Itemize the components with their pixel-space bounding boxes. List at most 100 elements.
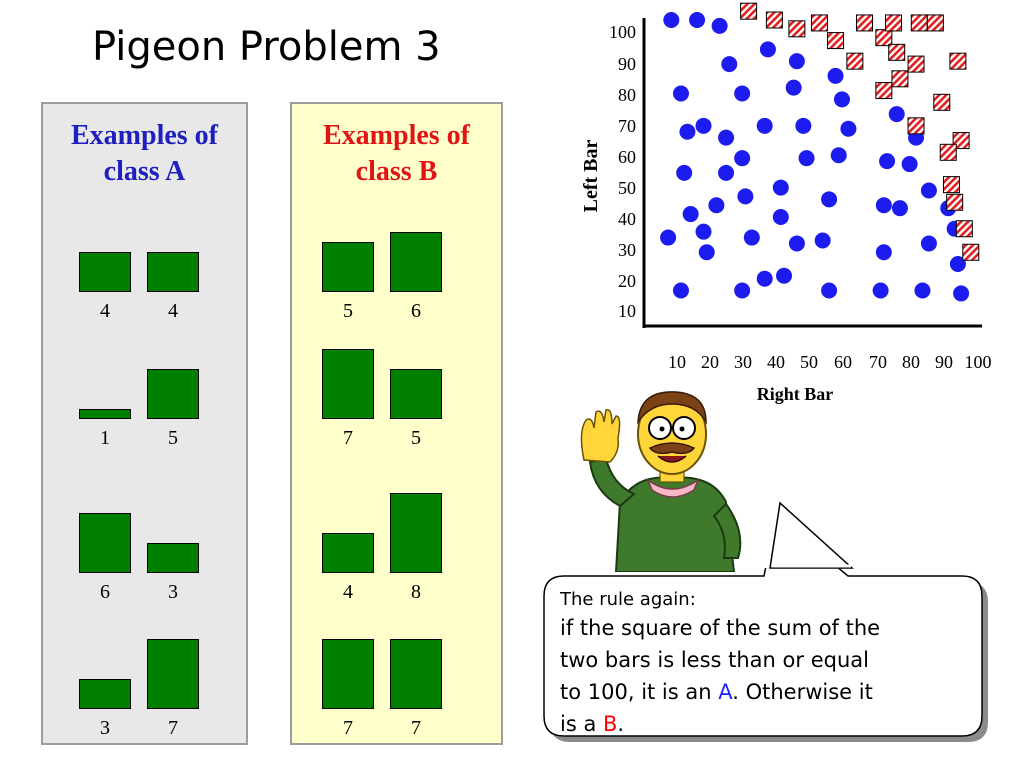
class_b-example-1-right-bar — [390, 232, 442, 292]
y-axis-label: Left Bar — [580, 140, 602, 213]
class-a-point — [920, 182, 937, 199]
class-b-point — [888, 43, 906, 61]
class-a-point — [953, 285, 970, 302]
class-a-point — [795, 117, 812, 134]
class-a-point — [759, 41, 776, 58]
class-a-title-line2: class A — [103, 156, 186, 187]
callout-line-5-post: . — [617, 712, 625, 736]
class-b-point — [946, 193, 964, 211]
class-a-point — [920, 235, 937, 252]
class_a-example-4-left-label: 3 — [100, 717, 110, 739]
class-a-point — [695, 117, 712, 134]
class-b-point — [933, 93, 951, 111]
y-tick-label: 40 — [618, 209, 636, 229]
y-tick-label: 100 — [609, 22, 636, 42]
class_b-example-3-left-bar — [322, 533, 374, 573]
y-tick-label: 30 — [618, 240, 636, 260]
y-tick-label: 80 — [618, 85, 636, 105]
class_a-example-3-right-label: 3 — [168, 581, 178, 603]
rule-callout: The rule again: if the square of the sum… — [560, 588, 990, 740]
class_a-example-3-left-bar — [79, 513, 131, 573]
class-a-point — [682, 206, 699, 223]
class-b-point — [765, 11, 783, 29]
x-tick-label: 40 — [767, 352, 785, 372]
class-a-point — [891, 200, 908, 217]
y-tick-label: 10 — [618, 301, 636, 321]
class-b-point — [955, 220, 973, 238]
class_b-example-2-left-bar — [322, 349, 374, 419]
class-a-point — [827, 67, 844, 84]
class-a-point — [679, 123, 696, 140]
class-b-point — [907, 55, 925, 73]
class_a-example-3-left-label: 6 — [100, 581, 110, 603]
x-tick-label: 50 — [800, 352, 818, 372]
class-b-point — [952, 132, 970, 150]
class-a-point — [798, 150, 815, 167]
class-b-point — [740, 2, 758, 20]
class_a-example-2-right-bar — [147, 369, 199, 419]
y-tick-label: 50 — [618, 178, 636, 198]
class_b-example-1-left-label: 5 — [343, 300, 353, 322]
class-a-point — [672, 282, 689, 299]
class-a-point — [914, 282, 931, 299]
class-a-point — [814, 232, 831, 249]
class-b-point — [875, 82, 893, 100]
class-a-point — [833, 91, 850, 108]
y-tick-label: 60 — [618, 147, 636, 167]
class_a-example-2-right-label: 5 — [168, 427, 178, 449]
class_b-example-1-left-bar — [322, 242, 374, 292]
class-a-point — [711, 17, 728, 34]
speech-bubble — [543, 568, 988, 742]
class-a-point — [734, 150, 751, 167]
class-b-point — [810, 14, 828, 32]
class-b-point — [788, 20, 806, 38]
class_a-example-3-right-bar — [147, 543, 199, 573]
class_b-example-3-right-bar — [390, 493, 442, 573]
class-b-title-line2: class B — [355, 156, 438, 187]
class_b-example-4-left-bar — [322, 639, 374, 709]
x-tick-label: 30 — [734, 352, 752, 372]
class-a-point — [718, 129, 735, 146]
x-tick-label: 90 — [935, 352, 953, 372]
class-a-point — [660, 229, 677, 246]
class-a-point — [788, 53, 805, 70]
x-tick-label: 60 — [834, 352, 852, 372]
class-b-point — [962, 243, 980, 261]
class-b-point — [846, 52, 864, 70]
class-a-point — [830, 147, 847, 164]
class-a-point — [695, 223, 712, 240]
class_a-example-2-left-label: 1 — [100, 427, 110, 449]
class-a-point — [721, 56, 738, 73]
callout-line-3: two bars is less than or equal — [560, 648, 869, 672]
callout-line-4-post: . Otherwise it — [732, 680, 873, 704]
class-a-point — [879, 153, 896, 170]
y-tick-label: 70 — [618, 116, 636, 136]
class-a-point — [772, 208, 789, 225]
y-tick-label: 90 — [618, 54, 636, 74]
x-axis-label: Right Bar — [757, 384, 834, 404]
class-b-point — [926, 14, 944, 32]
class-a-point — [872, 282, 889, 299]
x-tick-label: 10 — [668, 352, 686, 372]
class-b-point — [942, 176, 960, 194]
class_b-example-4-right-bar — [390, 639, 442, 709]
class_a-example-4-right-bar — [147, 639, 199, 709]
class-a-point — [672, 85, 689, 102]
class_b-example-1-right-label: 6 — [411, 300, 421, 322]
class_a-example-2-left-bar — [79, 409, 131, 419]
class-b-point — [885, 14, 902, 32]
class_a-example-4-right-label: 7 — [168, 717, 178, 739]
class-a-point — [743, 229, 760, 246]
class_a-example-1-left-label: 4 — [100, 300, 110, 322]
callout-line-2: if the square of the sum of the — [560, 616, 881, 640]
class-b-point — [891, 70, 909, 88]
x-tick-label: 80 — [902, 352, 920, 372]
x-tick-label: 20 — [701, 352, 719, 372]
class-a-point — [698, 244, 715, 261]
cartoon-character-illustration — [580, 391, 742, 572]
class_b-example-2-left-label: 7 — [343, 427, 353, 449]
class-a-point — [901, 156, 918, 173]
x-tick-label: 100 — [965, 352, 992, 372]
class_b-example-3-left-label: 4 — [343, 581, 353, 603]
class-a-point — [875, 244, 892, 261]
